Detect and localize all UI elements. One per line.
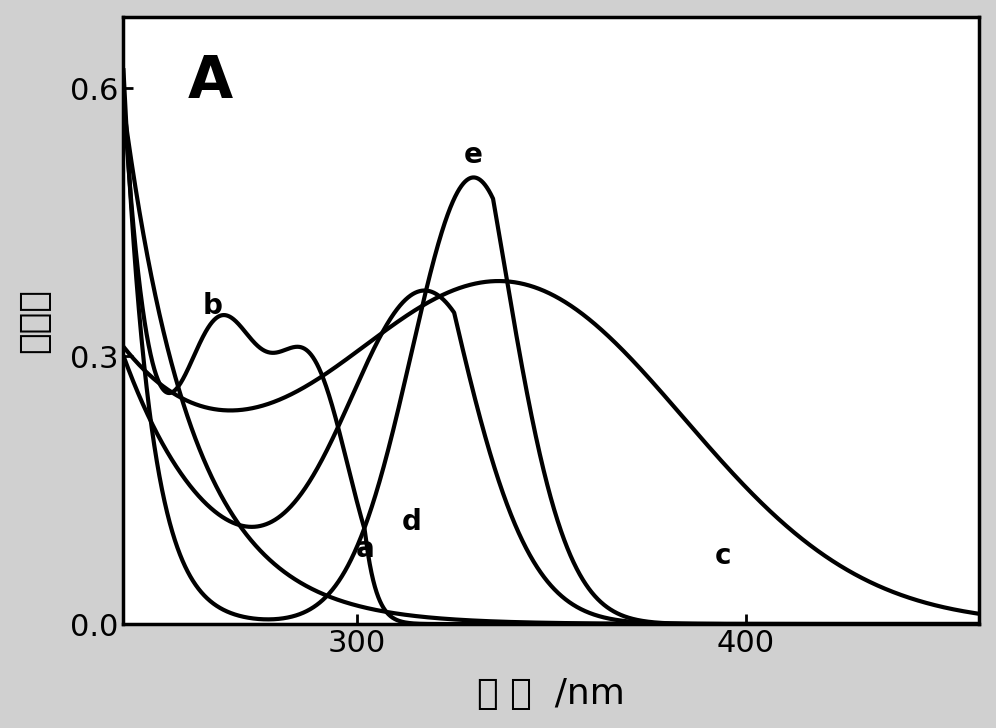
Text: b: b [203, 293, 223, 320]
Text: a: a [356, 535, 374, 563]
Text: e: e [464, 141, 483, 168]
Text: c: c [714, 542, 731, 571]
Text: d: d [401, 508, 421, 537]
Y-axis label: 吸光度: 吸光度 [17, 288, 51, 353]
X-axis label: 波 长  /nm: 波 长 /nm [477, 677, 625, 711]
Text: A: A [187, 53, 233, 110]
